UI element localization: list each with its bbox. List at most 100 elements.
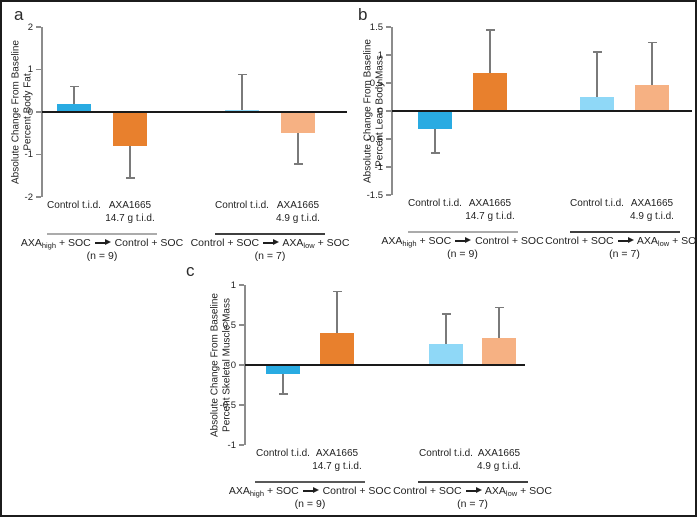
error-bar-cap xyxy=(237,73,247,76)
bar-label: Control t.i.d. xyxy=(542,198,652,211)
group-label-text: + SOC xyxy=(314,237,350,249)
y-tick-label: 0 xyxy=(377,105,383,117)
y-tick-label: -1 xyxy=(227,439,236,451)
error-bar xyxy=(297,133,299,164)
group-label-text: Control + SOC xyxy=(111,237,184,249)
y-tick xyxy=(239,364,244,366)
group-label-text: Control + SOC xyxy=(190,237,263,249)
group-n-label: (n = 9) xyxy=(294,498,326,510)
bar xyxy=(635,84,669,111)
bar-label-line: AXA1665 xyxy=(108,200,152,211)
y-tick-label: 0 xyxy=(230,359,236,371)
y-tick xyxy=(386,110,391,112)
zero-line xyxy=(245,364,525,366)
y-tick-label: -2 xyxy=(24,191,33,203)
plot-area: 2 1 0 -1 -2 xyxy=(25,22,347,203)
right-arrow-icon xyxy=(263,238,280,247)
group-label-text: + SOC xyxy=(672,235,697,247)
group-underline xyxy=(215,233,325,235)
bar-label: Control t.i.d. xyxy=(380,198,490,211)
y-tick xyxy=(36,26,41,28)
group-label: AXAhigh + SOC Control + SOC xyxy=(353,235,573,250)
panel-letter-a: a xyxy=(14,5,24,24)
group-label-subscript: high xyxy=(249,489,265,498)
group-label-text: Control + SOC xyxy=(393,485,465,497)
y-tick xyxy=(386,54,391,56)
error-bar xyxy=(434,129,436,153)
panel-letter-b: b xyxy=(358,5,368,24)
y-tick-label: 2 xyxy=(27,21,33,33)
error-bar xyxy=(129,146,131,178)
bar-label-line: AXA1665 xyxy=(276,200,320,211)
group-label-text: Control + SOC xyxy=(472,235,544,247)
group-label-text: AXA xyxy=(20,237,42,249)
error-bar-cap xyxy=(441,313,451,315)
y-tick xyxy=(386,166,391,168)
group-label-text: + SOC xyxy=(517,485,552,497)
bar-label-line: Control t.i.d. xyxy=(47,200,101,211)
y-tick xyxy=(36,68,41,71)
error-bar-cap xyxy=(69,85,79,88)
error-bar xyxy=(445,313,447,345)
y-tick xyxy=(36,111,41,113)
bar-label: Control t.i.d. xyxy=(228,448,338,461)
bar-label-line: AXA1665 xyxy=(477,448,521,459)
y-tick xyxy=(239,324,244,326)
y-tick xyxy=(36,196,41,198)
error-bar-cap xyxy=(332,290,342,293)
right-arrow-icon xyxy=(617,236,634,245)
panel-b: b Absolute Change From Baseline Percent … xyxy=(352,5,697,262)
y-tick-label: -0.5 xyxy=(366,133,383,145)
y-tick-label: -0.5 xyxy=(219,399,236,411)
y-tick xyxy=(386,194,391,196)
y-tick-label: -1.5 xyxy=(366,189,383,201)
y-tick xyxy=(239,284,244,286)
bar-label: AXA1665 4.9 g t.i.d. xyxy=(597,198,695,223)
group-n-label: (n = 7) xyxy=(609,248,640,260)
bar-label-line: Control t.i.d. xyxy=(419,448,473,459)
group-n-label: (n = 9) xyxy=(447,248,478,260)
bar-label: AXA1665 4.9 g t.i.d. xyxy=(243,200,353,225)
y-tick xyxy=(239,404,244,406)
bar xyxy=(57,103,91,112)
group-label-text: Control + SOC xyxy=(545,235,617,247)
group-label-subscript: low xyxy=(303,241,315,250)
y-tick-label: 0 xyxy=(27,106,33,118)
bar-label-line: 14.7 g t.i.d. xyxy=(312,460,362,472)
group-label-text: Control + SOC xyxy=(319,485,392,497)
y-axis-line xyxy=(41,27,43,197)
bar-label-line: 14.7 g t.i.d. xyxy=(465,210,515,222)
group-label-text: AXA xyxy=(381,235,403,247)
right-arrow-icon xyxy=(94,238,111,247)
y-tick xyxy=(36,153,41,156)
group-underline xyxy=(47,233,157,235)
group-n-label: (n = 7) xyxy=(457,498,488,510)
right-arrow-icon xyxy=(455,236,472,245)
group-label: Control + SOC AXAlow + SOC xyxy=(160,237,380,252)
bar-label: Control t.i.d. xyxy=(391,448,501,461)
bar-label: AXA1665 14.7 g t.i.d. xyxy=(75,200,185,225)
group-label-text: + SOC xyxy=(264,485,302,497)
bar xyxy=(320,333,354,365)
bar-label-line: 4.9 g t.i.d. xyxy=(630,210,674,222)
group-label: AXAhigh + SOC Control + SOC xyxy=(2,237,212,252)
plot-area: 1.5 1 0.5 0 -0.5 -1 -1.5 xyxy=(367,22,692,201)
group-label-subscript: low xyxy=(505,489,518,498)
panel-a: a Absolute Change From Baseline Percent … xyxy=(8,6,353,262)
group-label-text: + SOC xyxy=(416,235,455,247)
group-n-label: (n = 7) xyxy=(254,250,286,262)
group-label-text: AXA xyxy=(280,237,304,249)
y-tick-label: 1 xyxy=(27,64,33,75)
bar-label-line: 14.7 g t.i.d. xyxy=(105,212,155,224)
group-label-subscript: high xyxy=(41,241,57,250)
panel-c: c Absolute Change From Baseline Percent … xyxy=(180,262,552,515)
y-tick-label: 0.5 xyxy=(369,77,383,89)
error-bar-cap xyxy=(647,41,657,44)
group-label-text: AXA xyxy=(482,485,506,497)
group-label-text: AXA xyxy=(634,235,658,247)
error-bar-cap xyxy=(278,393,288,395)
error-bar-cap xyxy=(125,177,135,179)
bar xyxy=(113,112,147,146)
y-tick-label: 1 xyxy=(230,279,236,291)
group-label: Control + SOC AXAlow + SOC xyxy=(363,485,583,500)
